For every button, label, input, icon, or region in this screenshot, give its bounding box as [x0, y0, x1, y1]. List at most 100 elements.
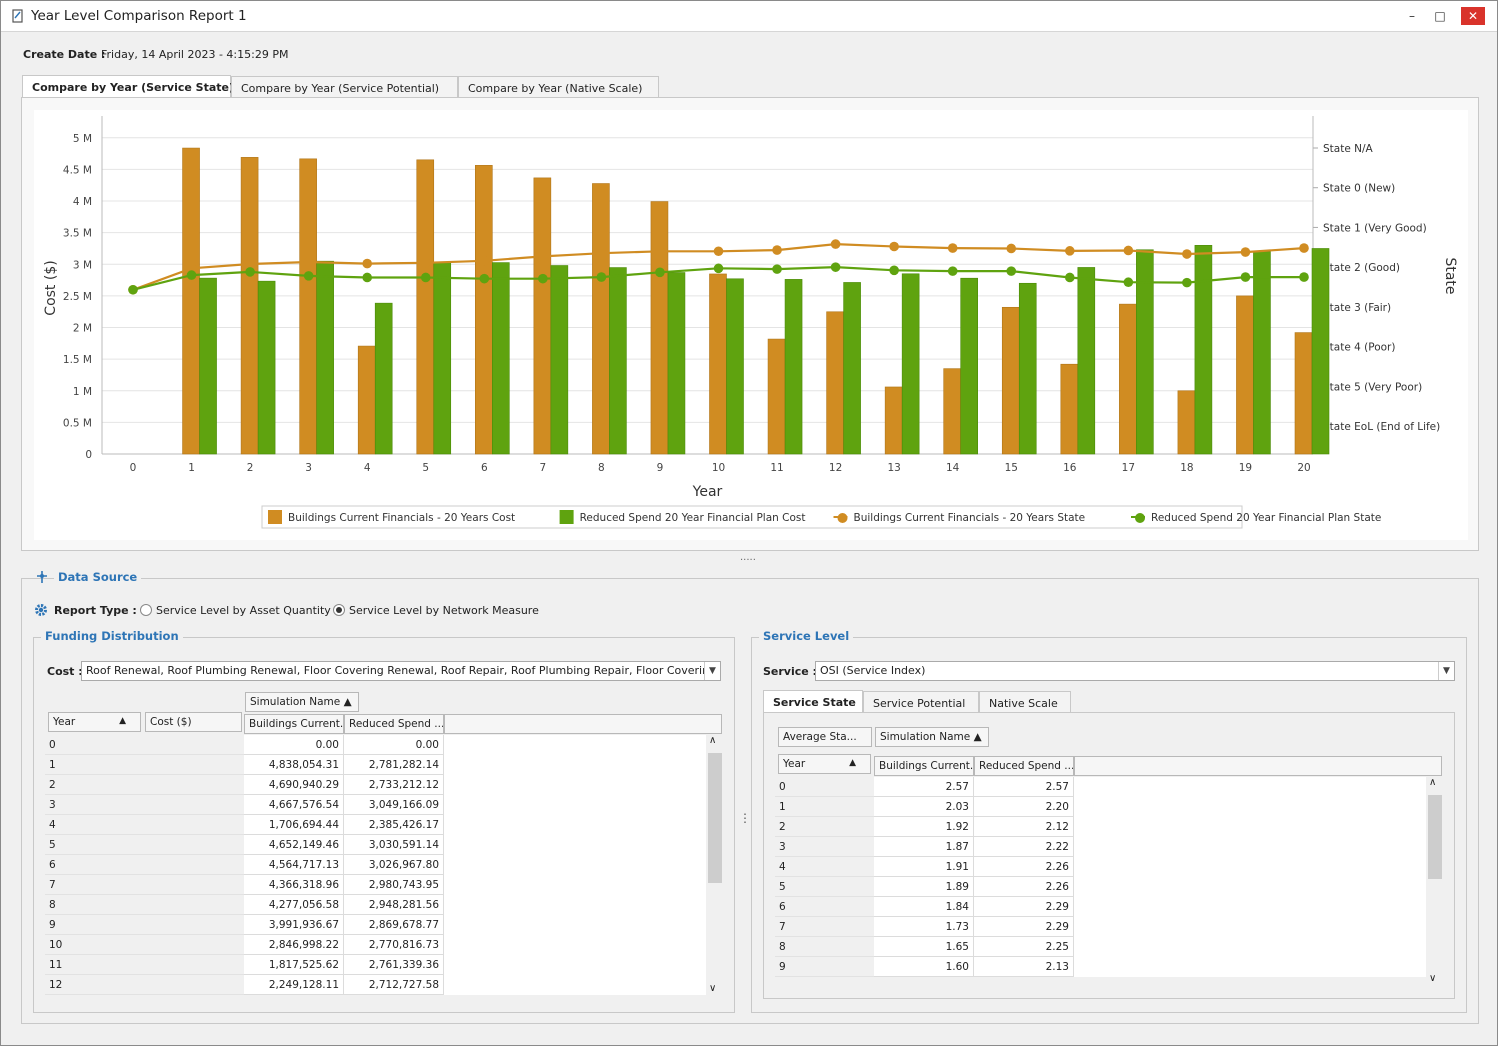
bar-reduced-spend-cost [257, 280, 276, 455]
tab-service-state[interactable]: Compare by Year (Service State) [22, 75, 234, 98]
tab-service-potential[interactable]: Compare by Year (Service Potential) [231, 76, 458, 98]
tab-sub-native-scale[interactable]: Native Scale [979, 691, 1071, 713]
table-cell-reduced-spend[interactable]: 2,712,727.58 [344, 975, 444, 995]
minimize-button[interactable]: – [1409, 9, 1415, 23]
chevron-down-icon[interactable]: ▼ [704, 662, 720, 680]
table-row-year: 9 [775, 957, 874, 977]
table-cell-reduced-spend[interactable]: 2.29 [974, 897, 1074, 917]
table-cell-reduced-spend[interactable]: 2.20 [974, 797, 1074, 817]
table-cell-buildings-current[interactable]: 1.87 [874, 837, 974, 857]
service-col-b[interactable]: Reduced Spend ... [974, 756, 1074, 776]
funding-col-b[interactable]: Reduced Spend ... [344, 714, 444, 734]
funding-col-year[interactable]: Year ▲ [48, 712, 141, 732]
table-cell-buildings-current[interactable]: 4,652,149.46 [244, 835, 344, 855]
table-cell-reduced-spend[interactable]: 2,980,743.95 [344, 875, 444, 895]
service-scroll-thumb[interactable] [1428, 795, 1442, 879]
table-cell-reduced-spend[interactable]: 2,733,212.12 [344, 775, 444, 795]
table-cell-reduced-spend[interactable]: 2.25 [974, 937, 1074, 957]
table-cell-reduced-spend[interactable]: 2.12 [974, 817, 1074, 837]
table-cell-reduced-spend[interactable]: 2.13 [974, 957, 1074, 977]
funding-col-cost[interactable]: Cost ($) [145, 712, 242, 732]
table-cell-buildings-current[interactable]: 1.92 [874, 817, 974, 837]
table-cell-buildings-current[interactable]: 4,690,940.29 [244, 775, 344, 795]
table-cell-buildings-current[interactable]: 1.65 [874, 937, 974, 957]
tab-sub-service-potential[interactable]: Service Potential [863, 691, 979, 713]
table-cell-reduced-spend[interactable]: 0.00 [344, 735, 444, 755]
table-cell-reduced-spend[interactable]: 2.57 [974, 777, 1074, 797]
table-cell-buildings-current[interactable]: 2,249,128.11 [244, 975, 344, 995]
service-col-avg[interactable]: Average Sta... [778, 727, 872, 747]
table-cell-buildings-current[interactable]: 2.57 [874, 777, 974, 797]
service-group-header[interactable]: Simulation Name ▲ [875, 727, 989, 747]
service-col-year[interactable]: Year ▲ [778, 754, 871, 774]
table-cell-reduced-spend[interactable]: 3,030,591.14 [344, 835, 444, 855]
radio-network-measure[interactable] [333, 604, 345, 616]
table-cell-reduced-spend[interactable]: 2,948,281.56 [344, 895, 444, 915]
legend-swatch-buildings-cost [268, 510, 282, 524]
maximize-button[interactable]: □ [1434, 9, 1446, 23]
table-cell-reduced-spend[interactable]: 3,049,166.09 [344, 795, 444, 815]
table-cell-reduced-spend[interactable]: 2,761,339.36 [344, 955, 444, 975]
vertical-splitter[interactable]: ⋮ [739, 811, 751, 825]
table-row-year: 4 [45, 815, 244, 835]
x-tick-label: 8 [598, 462, 605, 474]
service-scrollbar[interactable]: ∧ ∨ [1426, 777, 1442, 989]
bar-reduced-spend-cost [1077, 267, 1096, 455]
close-button[interactable]: ✕ [1461, 7, 1485, 25]
table-cell-buildings-current[interactable]: 1.73 [874, 917, 974, 937]
funding-scroll-thumb[interactable] [708, 753, 722, 883]
bar-buildings-cost [1236, 295, 1254, 455]
splitter-handle[interactable]: ..... [740, 552, 756, 563]
table-cell-reduced-spend[interactable]: 2.26 [974, 857, 1074, 877]
radio-asset-quantity[interactable] [140, 604, 152, 616]
table-cell-buildings-current[interactable]: 4,366,318.96 [244, 875, 344, 895]
table-cell-reduced-spend[interactable]: 2.22 [974, 837, 1074, 857]
radio-network-measure-label[interactable]: Service Level by Network Measure [349, 604, 539, 617]
chevron-down-icon[interactable]: ▼ [1438, 662, 1454, 680]
funding-scrollbar[interactable]: ∧ ∨ [706, 735, 722, 999]
table-row-filler [444, 775, 706, 795]
table-cell-reduced-spend[interactable]: 2,869,678.77 [344, 915, 444, 935]
table-cell-buildings-current[interactable]: 2,846,998.22 [244, 935, 344, 955]
scroll-up-icon[interactable]: ∧ [709, 735, 717, 746]
table-cell-buildings-current[interactable]: 3,991,936.67 [244, 915, 344, 935]
x-tick-label: 1 [188, 462, 195, 474]
table-cell-reduced-spend[interactable]: 2,770,816.73 [344, 935, 444, 955]
tab-sub-service-state[interactable]: Service State [763, 690, 863, 713]
scroll-down-icon[interactable]: ∨ [709, 983, 717, 994]
table-cell-reduced-spend[interactable]: 3,026,967.80 [344, 855, 444, 875]
scroll-up-icon[interactable]: ∧ [1429, 777, 1437, 788]
table-cell-buildings-current[interactable]: 4,564,717.13 [244, 855, 344, 875]
table-cell-buildings-current[interactable]: 4,838,054.31 [244, 755, 344, 775]
service-col-a[interactable]: Buildings Current... [874, 756, 974, 776]
cost-select[interactable]: Roof Renewal, Roof Plumbing Renewal, Flo… [81, 661, 721, 681]
table-cell-reduced-spend[interactable]: 2.29 [974, 917, 1074, 937]
table-row-filler [1074, 877, 1426, 897]
table-cell-buildings-current[interactable]: 1,706,694.44 [244, 815, 344, 835]
table-cell-buildings-current[interactable]: 0.00 [244, 735, 344, 755]
table-cell-buildings-current[interactable]: 1,817,525.62 [244, 955, 344, 975]
scroll-down-icon[interactable]: ∨ [1429, 973, 1437, 984]
x-tick-label: 14 [946, 462, 960, 474]
table-cell-buildings-current[interactable]: 1.91 [874, 857, 974, 877]
point-reduced-spend-state [1182, 277, 1192, 288]
service-select[interactable]: OSI (Service Index) ▼ [815, 661, 1455, 681]
table-cell-reduced-spend[interactable]: 2.26 [974, 877, 1074, 897]
table-cell-reduced-spend[interactable]: 2,781,282.14 [344, 755, 444, 775]
table-cell-buildings-current[interactable]: 1.84 [874, 897, 974, 917]
table-row-filler [444, 975, 706, 995]
table-cell-buildings-current[interactable]: 2.03 [874, 797, 974, 817]
point-buildings-state [947, 243, 958, 253]
table-cell-buildings-current[interactable]: 1.89 [874, 877, 974, 897]
funding-col-a[interactable]: Buildings Current... [244, 714, 344, 734]
table-cell-buildings-current[interactable]: 4,277,056.58 [244, 895, 344, 915]
x-tick-label: 7 [540, 462, 547, 474]
table-cell-buildings-current[interactable]: 1.60 [874, 957, 974, 977]
radio-asset-quantity-label[interactable]: Service Level by Asset Quantity [156, 604, 331, 617]
table-cell-buildings-current[interactable]: 4,667,576.54 [244, 795, 344, 815]
point-buildings-state [596, 248, 607, 259]
funding-group-header[interactable]: Simulation Name ▲ [245, 692, 359, 712]
tab-native-scale[interactable]: Compare by Year (Native Scale) [458, 76, 659, 98]
table-cell-reduced-spend[interactable]: 2,385,426.17 [344, 815, 444, 835]
